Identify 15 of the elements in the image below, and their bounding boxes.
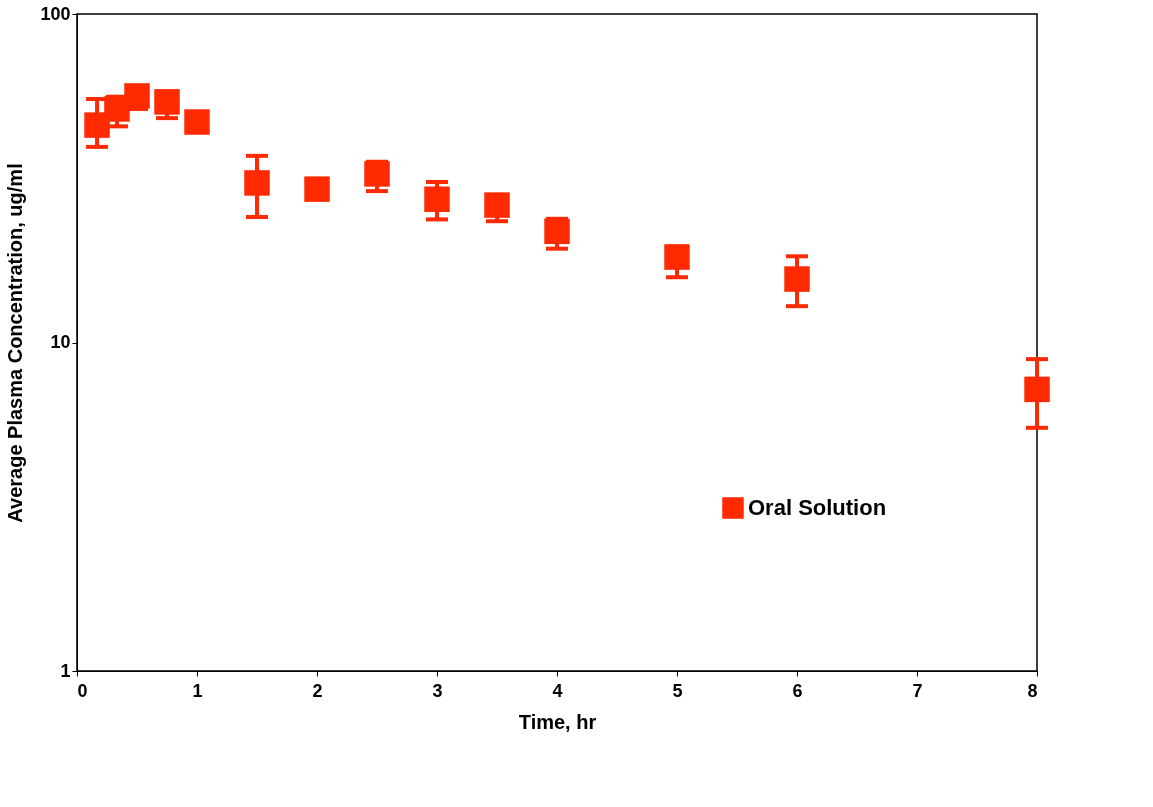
x-axis-title: Time, hr — [518, 710, 597, 733]
y-tick-label: 100 — [40, 3, 71, 24]
x-tick-label: 0 — [77, 680, 88, 701]
x-tick-label: 2 — [312, 680, 323, 701]
x-tick-label: 8 — [1027, 680, 1038, 701]
x-tick-label: 1 — [192, 680, 203, 701]
x-tick-label: 4 — [552, 680, 563, 701]
y-tick-label: 10 — [50, 332, 71, 352]
x-tick-label: 3 — [432, 680, 443, 701]
x-tick-label: 7 — [912, 680, 923, 701]
x-tick-label: 6 — [792, 680, 803, 701]
x-tick-label: 5 — [672, 680, 683, 701]
legend-label: Oral Solution — [748, 495, 887, 520]
y-tick-label: 1 — [60, 660, 71, 681]
y-axis-title: Average Plasma Concentration, ug/ml — [4, 163, 27, 523]
